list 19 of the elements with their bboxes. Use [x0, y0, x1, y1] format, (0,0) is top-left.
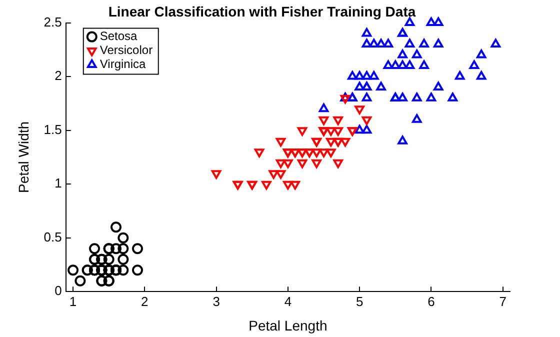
legend-label: Virginica	[100, 57, 146, 72]
x-tick-label: 3	[212, 294, 220, 309]
x-tick-label: 6	[428, 294, 435, 309]
chart-title: Linear Classification with Fisher Training Data	[108, 3, 416, 20]
y-tick-label: 1	[54, 176, 62, 191]
x-tick-label: 5	[356, 294, 364, 309]
x-tick-label: 4	[284, 294, 292, 309]
y-tick-label: 0.5	[44, 229, 62, 244]
y-tick-label: 2.5	[44, 14, 62, 30]
y-tick-label: 2	[54, 68, 62, 84]
y-tick-label: 1.5	[44, 122, 62, 137]
x-axis-title: Petal Length	[248, 317, 328, 334]
x-tick-label: 2	[141, 294, 148, 309]
legend-label: Versicolor	[100, 43, 153, 58]
y-axis-title: Petal Width	[15, 121, 32, 193]
legend-label: Setosa	[100, 29, 138, 44]
x-tick-label: 7	[499, 294, 506, 309]
y-tick-label: 0	[54, 283, 62, 298]
x-tick-label: 1	[69, 294, 77, 309]
